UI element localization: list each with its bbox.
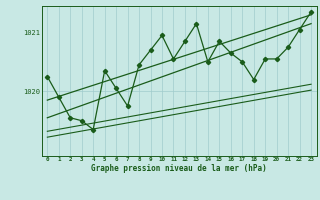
- X-axis label: Graphe pression niveau de la mer (hPa): Graphe pression niveau de la mer (hPa): [91, 164, 267, 173]
